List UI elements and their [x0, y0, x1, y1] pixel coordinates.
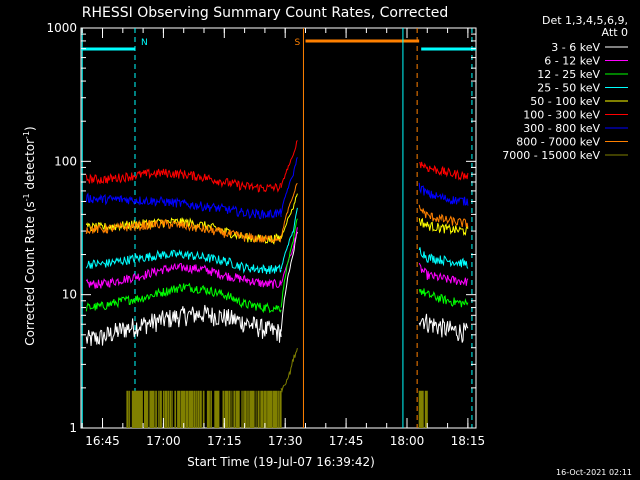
series-1-segment-1	[85, 262, 282, 289]
legend-label-6: 300 - 800 keV	[523, 122, 600, 135]
y-axis-label: Corrected Count Rate (s-1 detector-1)	[22, 126, 37, 345]
x-tick-label-3: 17:30	[268, 434, 303, 448]
legend-label-7: 800 - 7000 keV	[516, 136, 600, 149]
series-4-segment-2	[418, 217, 469, 236]
series-7-segment-1	[85, 218, 282, 243]
series-4-spike	[280, 193, 298, 239]
series-8	[126, 347, 428, 428]
series-5	[85, 140, 469, 193]
series-3-segment-2	[418, 247, 469, 269]
x-tick-label-2: 17:15	[207, 434, 242, 448]
flag-label-1: S	[294, 38, 300, 48]
legend-label-8: 7000 - 15000 keV	[502, 149, 600, 162]
y-tick-label-3: 1000	[46, 21, 77, 35]
y-tick-label-1: 10	[62, 288, 77, 302]
chart-title: RHESSI Observing Summary Count Rates, Co…	[82, 5, 448, 21]
series-0-spike	[280, 231, 298, 332]
series-8-segment-1	[126, 390, 282, 428]
footer-date: 16-Oct-2021 02:11	[556, 468, 632, 477]
series-6-segment-2	[418, 182, 469, 206]
series-5-segment-2	[419, 161, 469, 181]
legend-label-3: 25 - 50 keV	[537, 82, 600, 95]
series-5-spike	[280, 140, 298, 188]
legend-header-0: Det 1,3,4,5,6,9,	[542, 14, 628, 27]
y-tick-label-2: 100	[54, 154, 77, 168]
series-2	[85, 218, 469, 314]
legend-label-1: 6 - 12 keV	[544, 55, 600, 68]
series-3-spike	[280, 207, 298, 270]
series-7	[85, 183, 469, 243]
flag-label-0: N	[141, 38, 148, 48]
legend-label-4: 50 - 100 keV	[530, 95, 600, 108]
x-tick-label-1: 17:00	[146, 434, 181, 448]
legend-label-2: 12 - 25 keV	[537, 68, 600, 81]
series-8-segment-2	[418, 390, 428, 428]
series-3	[85, 207, 469, 275]
x-tick-label-5: 18:00	[390, 434, 425, 448]
series-0-segment-2	[418, 313, 469, 343]
x-tick-label-0: 16:45	[85, 434, 120, 448]
series-5-segment-1	[85, 168, 282, 193]
series-7-spike	[280, 183, 298, 237]
legend-header-1: Att 0	[602, 26, 628, 39]
y-tick-label-0: 1	[69, 421, 77, 435]
series-0-segment-1	[85, 304, 282, 346]
series-0	[85, 231, 469, 346]
series-3-segment-1	[85, 249, 282, 275]
series-6-spike	[280, 157, 298, 214]
series-2-spike	[280, 218, 298, 308]
legend-label-5: 100 - 300 keV	[523, 109, 600, 122]
series-8-spike	[280, 347, 298, 393]
legend-label-0: 3 - 6 keV	[551, 41, 600, 54]
series-4-segment-1	[85, 217, 282, 245]
series-2-segment-2	[418, 288, 469, 308]
x-tick-label-4: 17:45	[329, 434, 364, 448]
x-tick-label-6: 18:15	[451, 434, 486, 448]
x-axis-label: Start Time (19-Jul-07 16:39:42)	[187, 455, 375, 469]
series-7-segment-2	[418, 204, 469, 228]
series-1-segment-2	[418, 262, 469, 286]
series-2-segment-1	[85, 282, 282, 314]
series-6-segment-1	[85, 192, 282, 220]
series-6	[85, 157, 469, 220]
